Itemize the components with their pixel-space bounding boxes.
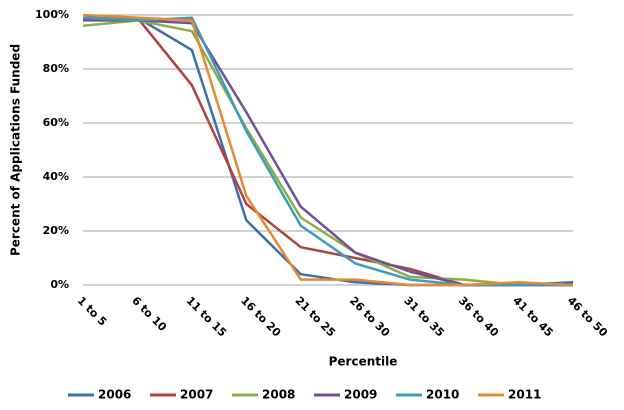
x-tick-label: 46 to 50: [565, 294, 611, 340]
legend-label: 2010: [426, 388, 459, 402]
legend-label: 2009: [344, 388, 377, 402]
x-tick-label: 41 to 45: [510, 294, 555, 339]
y-axis-title: Percent of Applications Funded: [9, 44, 23, 256]
x-tick-label: 6 to 10: [129, 294, 169, 334]
y-tick-label: 100%: [35, 8, 69, 21]
x-tick-label: 21 to 25: [293, 294, 338, 339]
x-tick-label: 1 to 5: [75, 294, 110, 329]
legend-label: 2006: [98, 388, 131, 402]
x-tick-label: 26 to 30: [347, 294, 393, 340]
x-tick-label: 36 to 40: [456, 294, 502, 340]
y-tick-label: 20%: [43, 224, 69, 237]
legend-label: 2007: [180, 388, 213, 402]
legend-label: 2008: [262, 388, 295, 402]
y-tick-label: 40%: [43, 170, 69, 183]
y-tick-label: 80%: [43, 62, 69, 75]
legend-label: 2011: [508, 388, 541, 402]
series-line: [82, 19, 573, 287]
x-tick-label: 16 to 20: [238, 294, 284, 340]
series-line: [82, 16, 573, 287]
series-line: [82, 13, 574, 287]
y-tick-label: 0%: [50, 278, 69, 291]
y-tick-label: 60%: [43, 116, 69, 129]
x-tick-label: 11 to 15: [184, 294, 229, 339]
x-tick-label: 31 to 35: [401, 294, 446, 339]
x-axis-title: Percentile: [329, 355, 398, 369]
